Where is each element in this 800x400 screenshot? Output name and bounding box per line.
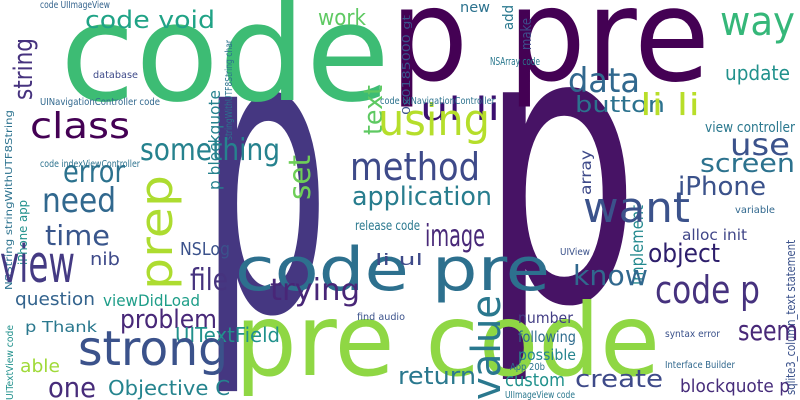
word: number xyxy=(518,309,574,327)
word: variable xyxy=(735,205,775,216)
word: object xyxy=(648,239,720,269)
word: screen xyxy=(700,149,795,179)
word: set xyxy=(283,155,318,200)
word: viewDidLoad xyxy=(103,291,200,310)
word: view xyxy=(0,235,75,295)
word: find audio xyxy=(357,312,405,323)
word: view controller xyxy=(705,120,795,136)
word: stringWithUTF8String char xyxy=(224,39,235,140)
word: UITextField xyxy=(175,323,280,347)
word: custom xyxy=(505,370,565,391)
word: error xyxy=(63,155,126,190)
word: use xyxy=(730,128,790,163)
word: NSArray code xyxy=(490,55,540,68)
word: NSString stringWithUTF8String xyxy=(4,110,15,290)
word: li ul xyxy=(375,250,423,269)
word: want xyxy=(583,183,690,232)
word: UIView xyxy=(560,247,590,258)
word: need xyxy=(42,181,116,221)
word: new xyxy=(460,0,490,16)
word: UIImageView code xyxy=(505,390,575,400)
word: text xyxy=(359,85,389,135)
word: way xyxy=(720,0,795,45)
word: p xyxy=(480,0,640,390)
word: Interface Builder xyxy=(665,360,736,371)
word: p blockquote xyxy=(205,90,224,190)
word: possible xyxy=(518,346,576,364)
word: code UINavigationController xyxy=(380,96,496,107)
word: seem xyxy=(738,314,798,347)
word: App 20b xyxy=(510,362,545,373)
word: file xyxy=(190,263,228,298)
word: pre code xyxy=(235,282,660,399)
word: class xyxy=(30,106,130,147)
word: button xyxy=(575,93,665,118)
word: trying xyxy=(270,273,360,308)
word: syntax error xyxy=(665,329,721,340)
word: prep xyxy=(130,175,183,290)
word: UINavigationController code xyxy=(40,97,160,108)
word: release code xyxy=(355,219,420,234)
word: data xyxy=(568,61,640,101)
word: application xyxy=(352,182,492,212)
word: Objective C xyxy=(108,376,230,400)
word: something xyxy=(140,133,280,168)
word: code indexViewController xyxy=(40,159,141,170)
word: code xyxy=(60,0,390,132)
word: blockquote p xyxy=(680,376,790,397)
word: know xyxy=(573,259,648,292)
word: add xyxy=(501,5,517,30)
word: alloc init xyxy=(682,226,747,244)
word: NSLog xyxy=(180,239,230,260)
word: implement xyxy=(628,205,648,285)
word: image xyxy=(425,219,485,254)
word: return xyxy=(398,362,476,390)
word: nib xyxy=(90,249,120,270)
word: code UIImageView xyxy=(40,0,110,11)
word: value xyxy=(464,295,510,400)
word: update xyxy=(725,61,790,85)
word: UITextView code xyxy=(5,325,16,400)
word: make xyxy=(519,18,535,50)
word: using xyxy=(378,95,490,146)
word: create xyxy=(575,365,663,393)
word: strong xyxy=(78,321,228,377)
word: iPhone xyxy=(678,172,766,202)
word: one xyxy=(48,371,96,400)
word: problem xyxy=(120,305,217,335)
word: database xyxy=(93,70,138,81)
word: time xyxy=(45,219,110,252)
word: 0x0185000 gt xyxy=(400,14,413,115)
word: code pre xyxy=(235,235,550,305)
word: p Thank xyxy=(25,318,97,336)
word: li li xyxy=(640,88,700,123)
word: code p xyxy=(655,268,760,312)
word: iPhone app xyxy=(16,200,30,265)
word: following xyxy=(518,328,576,346)
word: able xyxy=(20,356,60,377)
word: sqlite3_column_text statement xyxy=(784,240,798,395)
word: ul li xyxy=(420,90,500,128)
word: string xyxy=(9,38,39,100)
word: array xyxy=(577,150,595,195)
word: p xyxy=(200,0,330,400)
word: work xyxy=(318,6,366,31)
word: code void xyxy=(85,6,215,34)
word: p pre xyxy=(390,0,710,111)
word: question xyxy=(15,289,95,310)
word: method xyxy=(350,145,480,189)
